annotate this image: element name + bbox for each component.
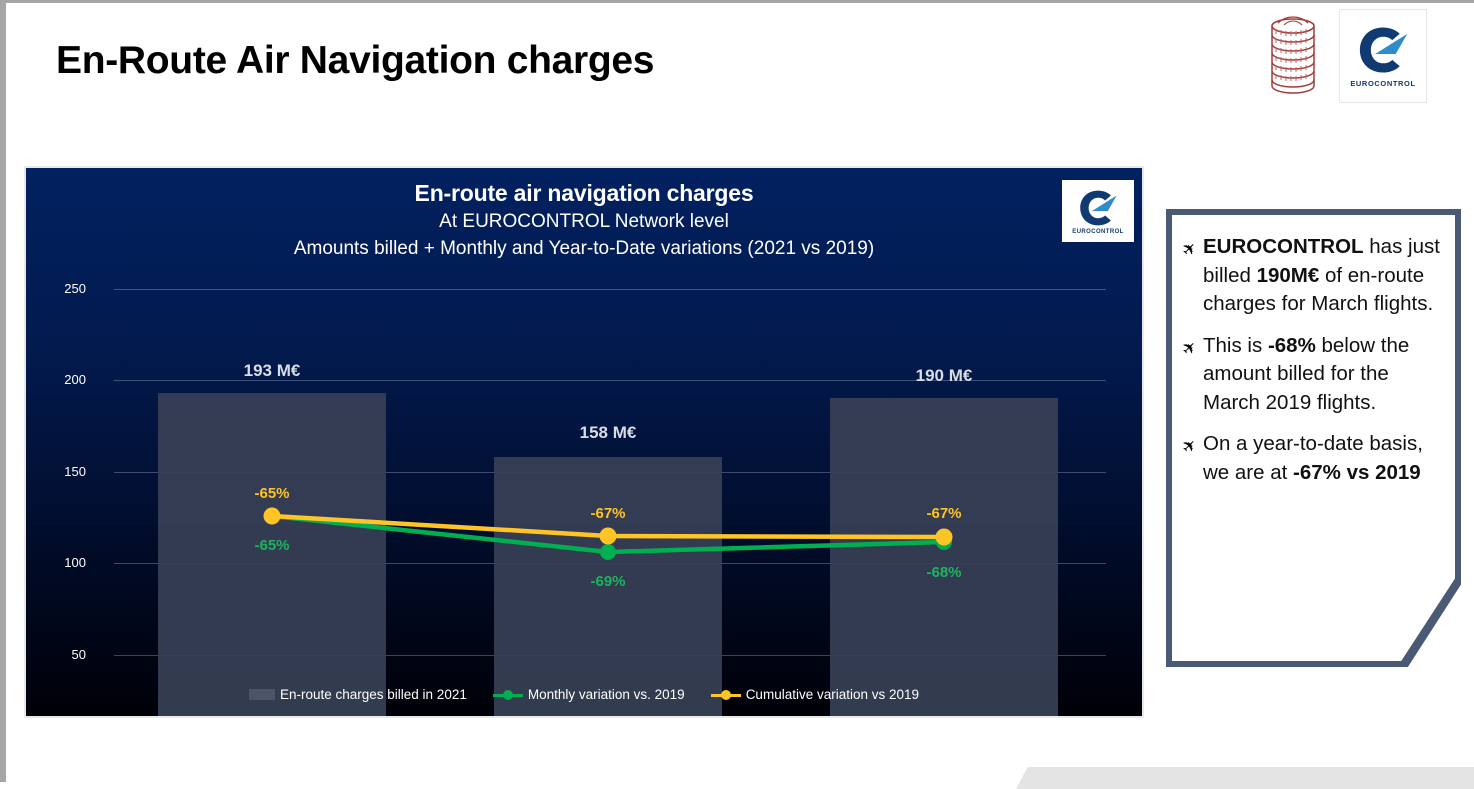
plot-area: 250 200 150 100 50 0 193 M€ 158 M€ 190 M… xyxy=(64,273,1106,716)
ytick-200: 200 xyxy=(64,372,86,387)
monthly-label-february: -69% xyxy=(590,573,626,590)
page-title: En-Route Air Navigation charges xyxy=(56,39,655,82)
monthly-label-january: -65% xyxy=(254,537,290,554)
callout-bullet-2-text: This is -68% below the amount billed for… xyxy=(1203,333,1410,414)
bar-february xyxy=(494,457,722,716)
ytick-100: 100 xyxy=(64,555,86,570)
variation-lines xyxy=(263,507,953,560)
callout-bullet-3: ✈ On a year-to-date basis, we are at -67… xyxy=(1178,430,1441,487)
legend-item-monthly[interactable]: Monthly variation vs. 2019 xyxy=(492,687,685,702)
ytick-50: 50 xyxy=(71,647,86,662)
eurocontrol-logo-icon xyxy=(1359,27,1408,73)
callout-bullet-3-text: On a year-to-date basis, we are at -67% … xyxy=(1203,432,1423,484)
brand-logo-wordmark: EUROCONTROL xyxy=(1350,79,1416,88)
cumulative-label-january: -65% xyxy=(254,485,290,502)
cumulative-point-march xyxy=(935,528,953,546)
gridline-200 xyxy=(114,380,1106,381)
bar-value-january: 193 M€ xyxy=(243,361,301,380)
legend-item-cumulative[interactable]: Cumulative variation vs 2019 xyxy=(710,687,920,702)
cumulative-label-march: -67% xyxy=(926,505,962,522)
cumulative-point-february xyxy=(599,527,617,545)
monthly-point-february xyxy=(600,544,616,560)
chart-title: En-route air navigation charges xyxy=(414,180,754,206)
callout-body: ✈ EUROCONTROL has just billed 190M€ of e… xyxy=(1172,215,1455,661)
brand-logo: EUROCONTROL xyxy=(1339,9,1427,103)
legend-label-cumulative: Cumulative variation vs 2019 xyxy=(745,687,920,702)
bar-march xyxy=(830,398,1058,716)
chart-logo-wordmark: EUROCONTROL xyxy=(1072,228,1124,235)
cumulative-point-january xyxy=(263,507,281,525)
legend-swatch-yellow-line-icon xyxy=(710,689,741,701)
legend-swatch-bar-icon xyxy=(248,689,275,700)
chart-brand-logo: EUROCONTROL xyxy=(1062,180,1134,242)
footer-decorative-band xyxy=(1016,767,1474,789)
callout-bullet-1-text: EUROCONTROL has just billed 190M€ of en-… xyxy=(1203,235,1440,315)
chart-subtitle-2: Amounts billed + Monthly and Year-to-Dat… xyxy=(293,238,875,259)
legend-item-bar[interactable]: En-route charges billed in 2021 xyxy=(248,687,467,702)
gridline-250 xyxy=(114,289,1106,290)
legend-label-monthly: Monthly variation vs. 2019 xyxy=(527,687,685,702)
callout-bullet-2: ✈ This is -68% below the amount billed f… xyxy=(1178,332,1441,418)
key-points-callout: ✈ EUROCONTROL has just billed 190M€ of e… xyxy=(1166,209,1461,667)
callout-bullet-1: ✈ EUROCONTROL has just billed 190M€ of e… xyxy=(1178,233,1441,319)
chart-title-block: En-route air navigation charges At EUROC… xyxy=(26,178,1142,263)
bar-value-february: 158 M€ xyxy=(579,423,637,442)
chart-panel: En-route air navigation charges At EUROC… xyxy=(24,166,1144,718)
cumulative-label-february: -67% xyxy=(590,505,626,522)
monthly-label-march: -68% xyxy=(926,564,962,581)
legend-swatch-green-line-icon xyxy=(492,689,523,701)
ytick-150: 150 xyxy=(64,464,86,479)
chart-subtitle: At EUROCONTROL Network level xyxy=(439,211,729,232)
eurocontrol-logo-icon xyxy=(1080,190,1117,225)
bar-january xyxy=(158,393,386,716)
coins-stack-icon xyxy=(1271,16,1315,94)
bar-value-march: 190 M€ xyxy=(915,366,973,385)
legend-label-bar: En-route charges billed in 2021 xyxy=(279,687,467,702)
ytick-250: 250 xyxy=(64,281,86,296)
chart-legend: En-route charges billed in 2021 Monthly … xyxy=(26,687,1142,702)
